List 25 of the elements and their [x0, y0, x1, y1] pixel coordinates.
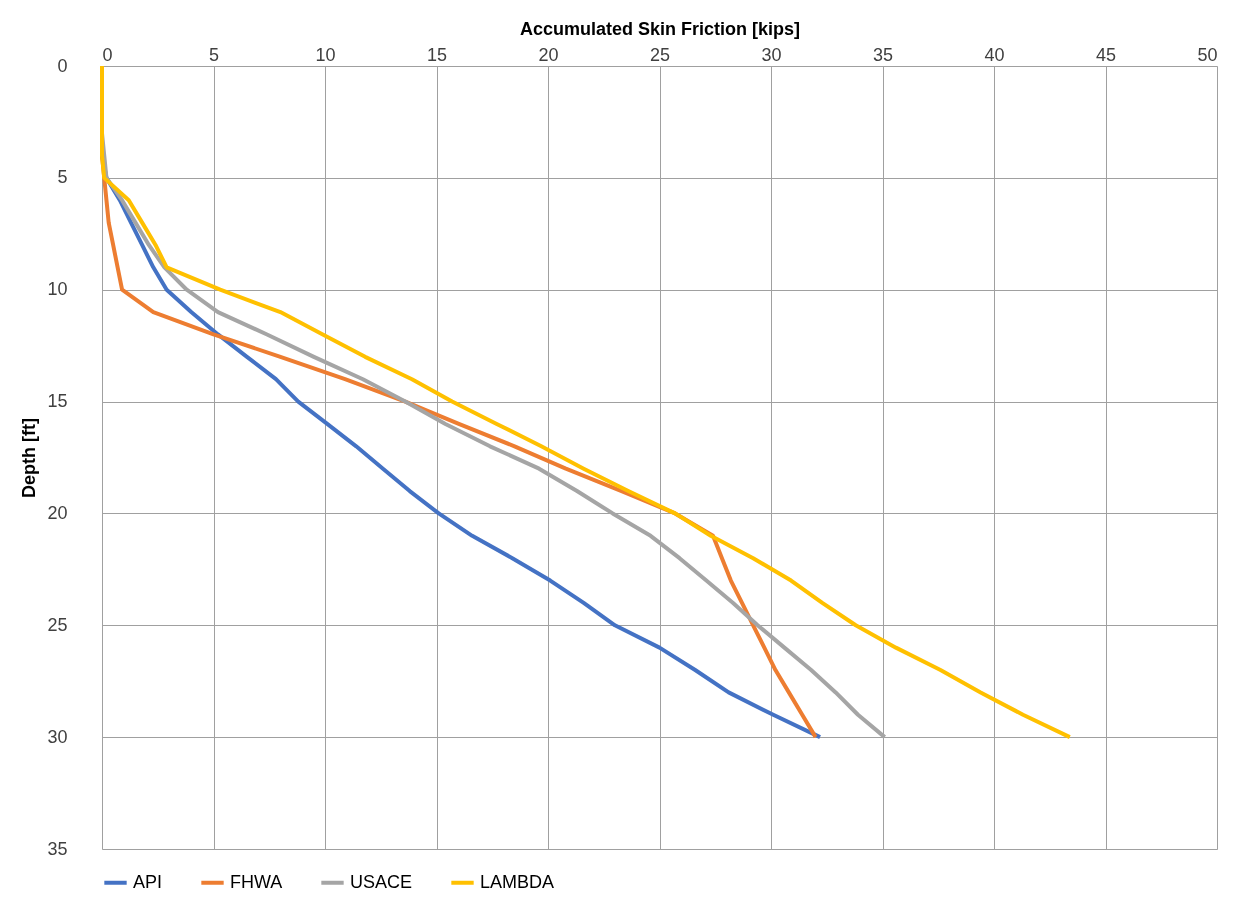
y-tick-label: 35: [47, 838, 68, 859]
x-tick-label: 15: [426, 44, 448, 65]
x-tick-label: 50: [1197, 44, 1218, 65]
x-axis-title: Accumulated Skin Friction [kips]: [519, 18, 801, 39]
x-tick-label: 20: [538, 44, 559, 65]
y-tick-label: 20: [47, 502, 68, 523]
x-tick-label: 40: [984, 44, 1005, 65]
y-tick-label: 5: [57, 167, 68, 188]
y-tick-label: 25: [47, 614, 68, 635]
x-tick-label: 25: [649, 44, 671, 65]
y-tick-label: 30: [47, 726, 68, 747]
line-series: [100, 64, 1072, 740]
y-axis-title: Depth [ft]: [19, 418, 40, 498]
x-tick-label: 0: [102, 44, 113, 65]
y-tick-label: 10: [47, 279, 68, 300]
y-tick-label: 15: [47, 391, 68, 412]
legend-label: API: [133, 871, 163, 892]
legend-label: LAMBDA: [480, 871, 555, 892]
legend-label: FHWA: [230, 871, 283, 892]
x-tick-label: 30: [761, 44, 782, 65]
x-tick-label: 35: [872, 44, 894, 65]
legend-label: USACE: [350, 871, 413, 892]
x-tick-label: 10: [315, 44, 336, 65]
x-tick-label: 5: [208, 44, 220, 65]
x-tick-label: 45: [1095, 44, 1117, 65]
